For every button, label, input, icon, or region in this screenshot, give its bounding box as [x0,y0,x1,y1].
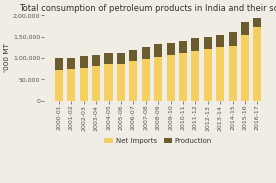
Y-axis label: '000 MT: '000 MT [4,44,10,72]
Bar [117,53,125,64]
Bar [67,58,75,70]
Bar [179,41,187,53]
Bar [92,55,100,66]
Bar [142,47,150,59]
Bar [55,58,63,70]
Bar [253,18,261,27]
Legend: Net Imports, Production: Net Imports, Production [102,135,215,147]
Bar [154,44,162,57]
Bar [129,61,137,101]
Bar [241,35,249,101]
Bar [129,50,137,61]
Bar [166,43,175,55]
Bar [166,55,175,101]
Bar [179,53,187,101]
Bar [216,47,224,101]
Bar [253,27,261,101]
Bar [216,35,224,47]
Bar [92,66,100,101]
Bar [241,22,249,35]
Bar [142,59,150,101]
Bar [105,53,113,64]
Title: Total consumption of petroleum products in India and their source: Total consumption of petroleum products … [19,4,276,13]
Bar [191,51,200,101]
Bar [117,64,125,101]
Bar [105,64,113,101]
Bar [229,32,237,46]
Bar [191,38,200,51]
Bar [204,48,212,101]
Bar [80,56,88,68]
Bar [80,68,88,101]
Bar [204,38,212,48]
Bar [55,70,63,101]
Bar [154,57,162,101]
Bar [67,70,75,101]
Bar [229,46,237,101]
